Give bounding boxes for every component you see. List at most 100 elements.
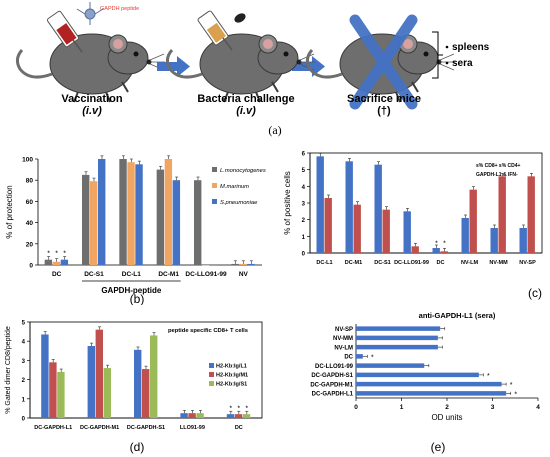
step-vaccination-route: (i.v) (82, 105, 102, 117)
y-tick-label: 3 (22, 359, 26, 365)
x-axis-label: OD units (431, 413, 462, 422)
category-label: DC-GAPDH-M1 (310, 382, 353, 388)
category-label: NV-MM (333, 336, 353, 342)
bar (135, 164, 143, 265)
category-label: NV-LM (461, 260, 479, 266)
legend-swatch (212, 183, 217, 188)
bar (432, 248, 440, 253)
bar (519, 228, 527, 253)
legend-label: H2-Kb:Ig/M1 (216, 373, 248, 379)
y-tick-label: 1 (22, 397, 26, 403)
y-tick-label: 5 (22, 321, 26, 327)
mouse-1-icon (15, 32, 167, 104)
y-tick-label: 6 (302, 152, 306, 158)
x-tick-label: 3 (491, 404, 495, 411)
category-label: NV-SP (519, 260, 536, 266)
bar (440, 251, 448, 253)
bar (41, 334, 49, 418)
mouse-2-icon (165, 32, 317, 104)
category-label: DC (52, 271, 62, 278)
y-tick-label: 2 (302, 218, 306, 224)
bar (242, 414, 251, 418)
bar (469, 189, 477, 253)
chart-c-positive-cells: 0 1 2 3 4 5 6 % of positive cells DC-L1 DC-M1 DC-S… (283, 152, 543, 300)
bar (356, 363, 425, 368)
bar (95, 329, 103, 418)
vaccination-schematic: GAPDH peptide spleens sera Vaccination (… (15, 2, 490, 137)
category-label: DC-M1 (158, 271, 179, 278)
legend-text: s% CD8+ s% CD4+ (476, 163, 521, 169)
bar (103, 368, 111, 418)
chart-e-od-units: anti-GAPDH-L1 (sera) 0 1 2 3 4 OD units NV-SP NV… (310, 311, 540, 454)
bar (498, 176, 506, 253)
category-label: DC-GAPDH-M1 (80, 425, 119, 431)
arrow-1-icon (157, 56, 190, 77)
bar (461, 218, 469, 253)
significance-asterisk: * (435, 241, 438, 248)
category-label: DC-S1 (374, 260, 391, 266)
step-challenge-route: (i.v) (236, 105, 256, 117)
bar (172, 180, 181, 265)
legend-swatch (209, 381, 214, 386)
bar (490, 228, 498, 253)
bar (156, 169, 165, 265)
y-tick-label: 4 (22, 340, 26, 346)
bar (98, 159, 106, 265)
bar (239, 263, 247, 265)
bar (90, 181, 98, 265)
bar (119, 159, 127, 265)
significance-asterisk: * (229, 405, 232, 412)
legend-text: GAPDH-L1 & IFN- (476, 172, 518, 178)
group-label: GAPDH-peptide (101, 286, 162, 295)
bar (247, 263, 255, 265)
category-label: DC-GAPDH-L1 (312, 392, 354, 398)
sample-spleens: spleens (452, 42, 490, 53)
significance-asterisk: * (245, 405, 248, 412)
y-tick-label: 60 (26, 199, 34, 206)
chart-title: peptide specific CD8+ T cells (168, 328, 248, 334)
x-tick-label: 2 (445, 404, 449, 411)
category-label: DC-M1 (345, 260, 362, 266)
bar (134, 349, 142, 418)
bar (87, 346, 95, 418)
bar (356, 335, 438, 341)
y-tick-label: 20 (26, 241, 34, 248)
bar (356, 391, 507, 396)
bar (356, 354, 363, 359)
y-tick-label: 1 (302, 235, 306, 241)
y-tick-label: 5 (302, 168, 306, 174)
y-tick-label: 4 (302, 185, 306, 191)
panel-letter-b: (b) (130, 292, 145, 305)
bar (356, 344, 438, 350)
bar (188, 413, 196, 418)
panel-letter-e: (e) (431, 440, 446, 454)
arrow-2-icon (292, 56, 325, 77)
bar (202, 265, 210, 266)
y-tick-label: 3 (302, 202, 306, 208)
category-label: NV-SP (335, 327, 353, 333)
bar (353, 204, 361, 253)
bar (345, 161, 353, 253)
y-tick-label: 80 (26, 178, 34, 185)
significance-asterisk: * (63, 250, 66, 257)
bar (49, 362, 57, 418)
category-label: DC (344, 355, 353, 361)
bar (382, 209, 390, 253)
y-tick-label: 40 (26, 220, 34, 227)
bar (231, 263, 239, 265)
panel-letter-c: (c) (528, 286, 542, 300)
step-sacrifice-label: Sacrifice mice (347, 93, 421, 105)
bar (356, 372, 479, 378)
peptide-icon (76, 2, 104, 25)
category-label: DC-L1 (316, 260, 332, 266)
bar (411, 246, 419, 253)
bar (210, 265, 218, 266)
x-tick-label: 0 (354, 404, 358, 411)
category-label: DC-L1 (122, 271, 142, 278)
y-tick-label: 0 (302, 252, 306, 258)
legend-swatch (209, 363, 214, 368)
bar (52, 261, 61, 265)
y-tick-label: 0 (22, 417, 26, 423)
legend-swatch (212, 167, 217, 172)
bar (44, 259, 53, 265)
